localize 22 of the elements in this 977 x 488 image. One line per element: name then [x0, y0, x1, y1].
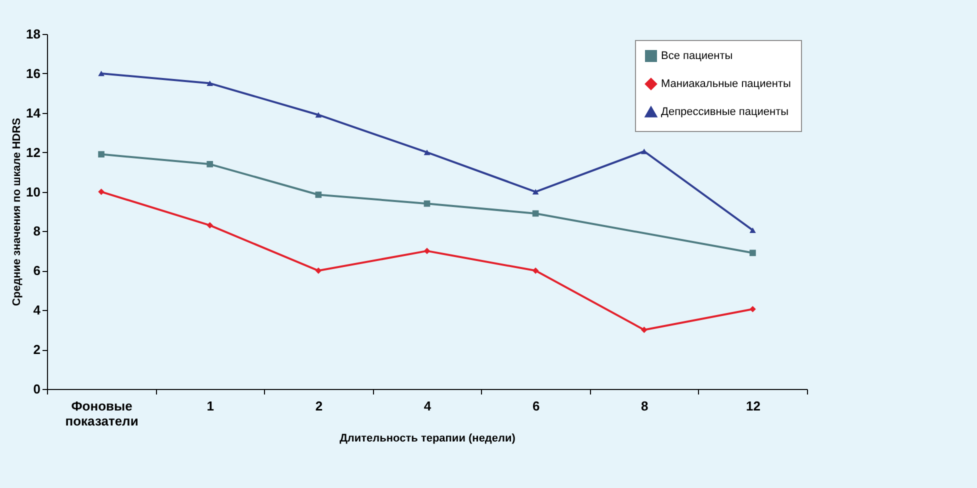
- y-tick-label: 8: [33, 224, 40, 239]
- legend-label: Все пациенты: [661, 50, 733, 62]
- y-tick-label: 12: [26, 144, 40, 160]
- y-tick-label: 16: [26, 66, 40, 81]
- x-tick-label: 8: [641, 398, 648, 414]
- x-tick-label: 4: [424, 398, 432, 414]
- y-tick-label: 10: [26, 184, 40, 200]
- y-tick-label: 6: [33, 263, 40, 278]
- legend-label: Маниакальные пациенты: [661, 78, 791, 90]
- x-tick-label: 2: [315, 398, 323, 414]
- x-tick-label: 1: [206, 398, 214, 414]
- y-tick-label: 18: [26, 26, 40, 42]
- x-axis-title: Длительность терапии (недели): [340, 432, 516, 444]
- y-tick-label: 14: [26, 105, 42, 120]
- legend-label: Депрессивные пациенты: [661, 106, 789, 118]
- y-tick-label: 4: [33, 302, 42, 318]
- x-tick-label: 6: [532, 398, 540, 414]
- x-tick-label: Фоновые показатели: [65, 398, 138, 428]
- x-tick-label: 12: [746, 398, 760, 414]
- y-axis-title: Средние значения по шкале HDRS: [11, 118, 24, 306]
- y-tick-label: 0: [33, 382, 40, 396]
- y-tick-label: 2: [33, 342, 40, 358]
